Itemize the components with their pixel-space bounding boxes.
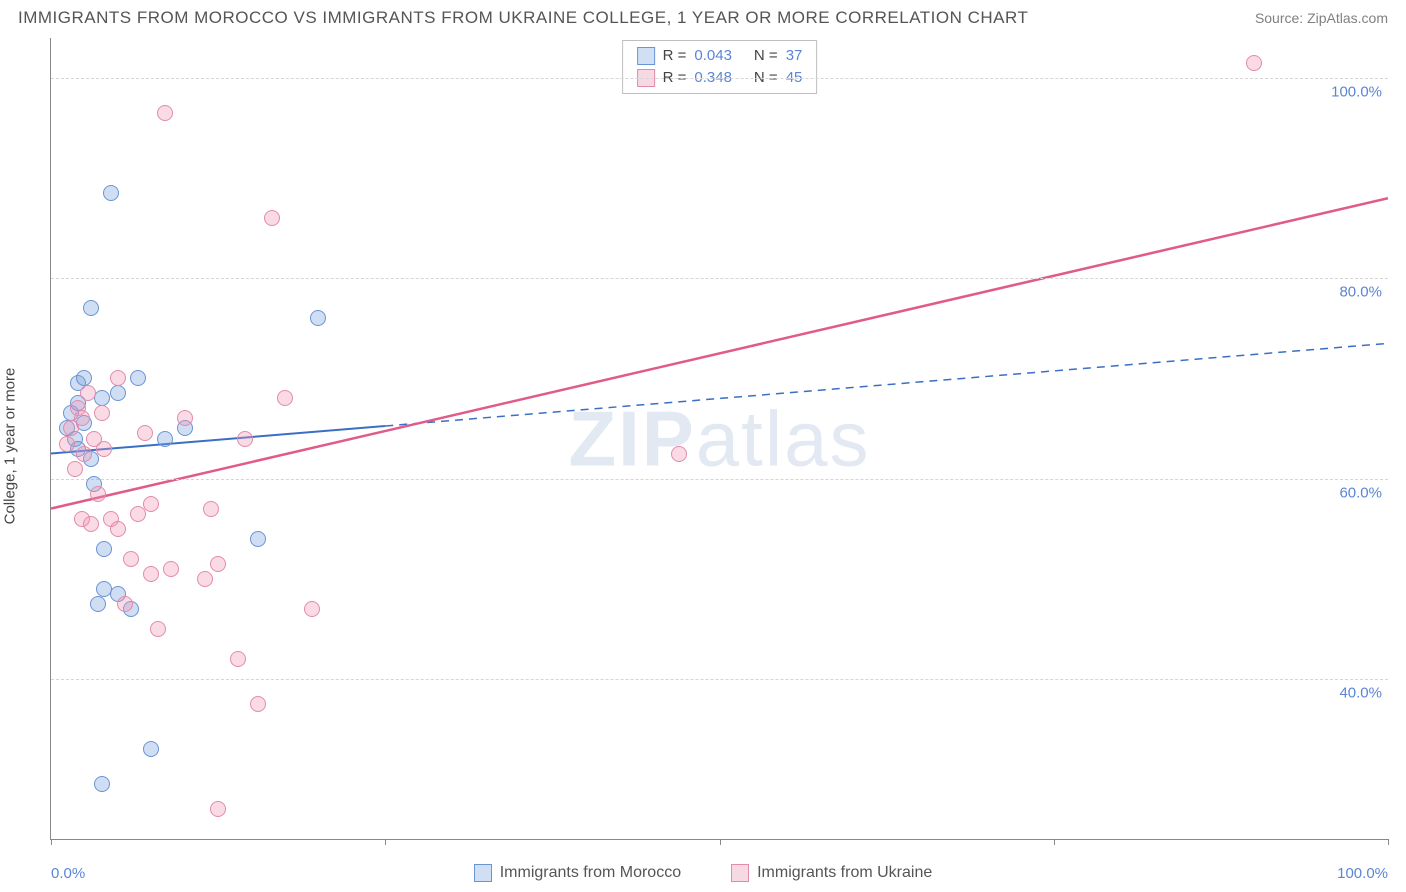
- gridline: [51, 278, 1388, 279]
- data-point: [237, 431, 253, 447]
- legend-label: Immigrants from Morocco: [500, 864, 681, 882]
- x-tick: [385, 839, 386, 845]
- y-tick-label: 60.0%: [1339, 484, 1382, 501]
- data-point: [83, 516, 99, 532]
- plot-area: ZIPatlas R = 0.043N = 37R = 0.348N = 45 …: [50, 38, 1388, 840]
- x-tick: [1388, 839, 1389, 845]
- legend-item: Immigrants from Ukraine: [731, 864, 932, 882]
- data-point: [67, 461, 83, 477]
- stats-row: R = 0.043 N = 37: [637, 45, 803, 67]
- stat-r-label: R =: [663, 45, 687, 67]
- data-point: [83, 300, 99, 316]
- data-point: [76, 446, 92, 462]
- gridline: [51, 78, 1388, 79]
- x-tick: [51, 839, 52, 845]
- stats-legend-box: R = 0.043N = 37R = 0.348N = 45: [622, 40, 818, 94]
- data-point: [304, 601, 320, 617]
- data-point: [671, 446, 687, 462]
- data-point: [74, 410, 90, 426]
- data-point: [130, 506, 146, 522]
- y-tick-label: 80.0%: [1339, 284, 1382, 301]
- data-point: [143, 741, 159, 757]
- data-point: [80, 385, 96, 401]
- data-point: [203, 501, 219, 517]
- stat-n-value: 37: [786, 45, 803, 67]
- data-point: [117, 596, 133, 612]
- data-point: [90, 486, 106, 502]
- legend-swatch: [637, 47, 655, 65]
- watermark-atlas: atlas: [696, 394, 871, 482]
- data-point: [150, 621, 166, 637]
- plot-wrap: ZIPatlas R = 0.043N = 37R = 0.348N = 45 …: [50, 38, 1388, 840]
- data-point: [210, 556, 226, 572]
- data-point: [143, 566, 159, 582]
- legend-label: Immigrants from Ukraine: [757, 864, 932, 882]
- bottom-legend: Immigrants from Morocco Immigrants from U…: [0, 864, 1406, 882]
- legend-item: Immigrants from Morocco: [474, 864, 681, 882]
- data-point: [143, 496, 159, 512]
- gridline: [51, 479, 1388, 480]
- y-tick-label: 100.0%: [1331, 84, 1382, 101]
- watermark: ZIPatlas: [568, 393, 870, 484]
- data-point: [137, 425, 153, 441]
- data-point: [90, 596, 106, 612]
- y-axis-label: College, 1 year or more: [2, 368, 19, 525]
- data-point: [310, 310, 326, 326]
- data-point: [96, 541, 112, 557]
- data-point: [59, 436, 75, 452]
- data-point: [110, 370, 126, 386]
- chart-container: IMMIGRANTS FROM MOROCCO VS IMMIGRANTS FR…: [0, 0, 1406, 892]
- data-point: [123, 551, 139, 567]
- data-point: [110, 521, 126, 537]
- data-point: [277, 390, 293, 406]
- stat-r-value: 0.043: [694, 45, 732, 67]
- data-point: [103, 185, 119, 201]
- data-point: [177, 410, 193, 426]
- x-tick: [720, 839, 721, 845]
- data-point: [250, 531, 266, 547]
- data-point: [130, 370, 146, 386]
- legend-swatch: [474, 864, 492, 882]
- data-point: [163, 561, 179, 577]
- watermark-zip: ZIP: [568, 394, 695, 482]
- data-point: [110, 385, 126, 401]
- x-tick: [1054, 839, 1055, 845]
- data-point: [94, 776, 110, 792]
- source-attribution: Source: ZipAtlas.com: [1255, 10, 1388, 26]
- regression-line-solid: [51, 198, 1388, 508]
- y-tick-label: 40.0%: [1339, 684, 1382, 701]
- regression-line-dashed: [385, 343, 1388, 426]
- title-bar: IMMIGRANTS FROM MOROCCO VS IMMIGRANTS FR…: [0, 0, 1406, 32]
- data-point: [197, 571, 213, 587]
- data-point: [157, 431, 173, 447]
- data-point: [157, 105, 173, 121]
- data-point: [264, 210, 280, 226]
- chart-title: IMMIGRANTS FROM MOROCCO VS IMMIGRANTS FR…: [18, 8, 1028, 28]
- data-point: [94, 405, 110, 421]
- data-point: [210, 801, 226, 817]
- data-point: [96, 441, 112, 457]
- data-point: [250, 696, 266, 712]
- legend-swatch: [731, 864, 749, 882]
- stat-n-label: N =: [754, 45, 778, 67]
- data-point: [230, 651, 246, 667]
- data-point: [1246, 55, 1262, 71]
- data-point: [76, 370, 92, 386]
- gridline: [51, 679, 1388, 680]
